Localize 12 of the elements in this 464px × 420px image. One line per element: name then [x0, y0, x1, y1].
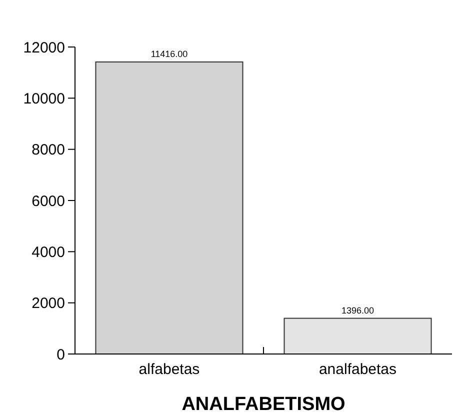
y-tick-label: 0	[56, 346, 65, 364]
x-tick-label: analfabetas	[318, 361, 397, 378]
data-label: 11416.00	[150, 48, 188, 59]
y-tick-label: 2000	[32, 295, 65, 312]
y-tick-label: 8000	[32, 142, 65, 159]
y-tick-label: 12000	[23, 39, 65, 56]
data-label: 1396.00	[341, 305, 374, 316]
text: ANALFABETISMO	[182, 394, 346, 415]
x-tick-label: alfabetas	[138, 361, 200, 378]
y-tick-label: 10000	[23, 90, 65, 108]
y-tick-label: 6000	[32, 192, 65, 210]
y-tick-label: 4000	[32, 244, 65, 261]
